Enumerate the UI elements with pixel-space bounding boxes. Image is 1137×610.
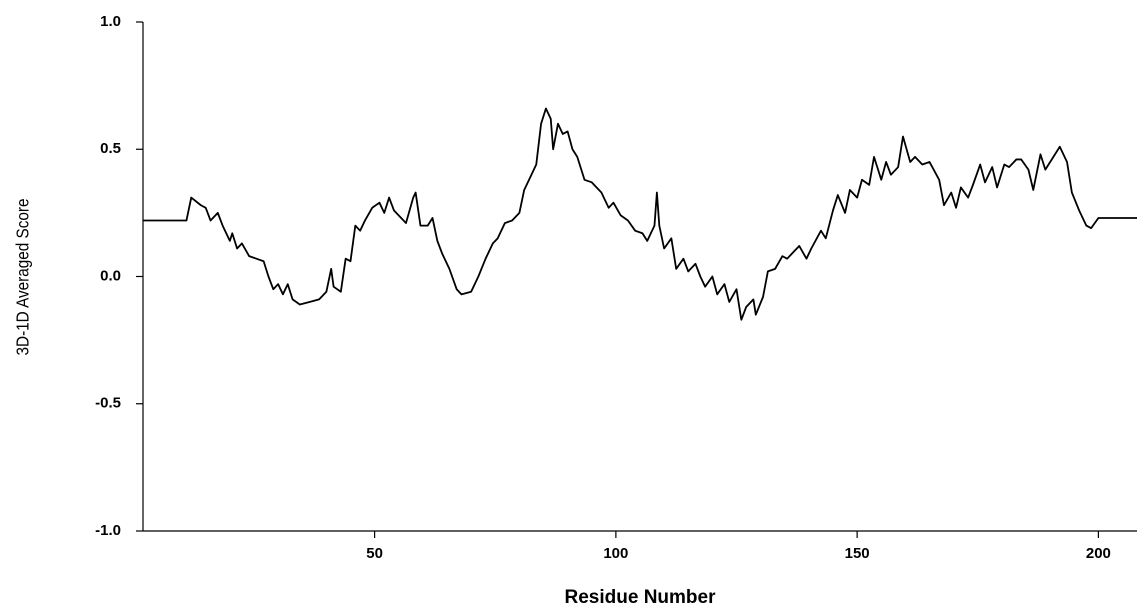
y-axis-title: 3D-1D Averaged Score — [13, 199, 33, 356]
x-axis-title: Residue Number — [565, 587, 717, 608]
y-tick-label: -0.5 — [95, 395, 121, 412]
data-line — [143, 107, 1137, 321]
y-tick-label: 0.5 — [100, 140, 121, 157]
y-tick-label: -1.0 — [95, 522, 121, 539]
x-tick-label: 100 — [603, 545, 628, 562]
x-tick-label: 150 — [845, 545, 870, 562]
y-tick-label: 1.0 — [100, 13, 121, 30]
y-tick-label: 0.0 — [100, 267, 121, 284]
x-tick-label: 50 — [366, 545, 383, 562]
x-tick-label: 200 — [1086, 545, 1111, 562]
